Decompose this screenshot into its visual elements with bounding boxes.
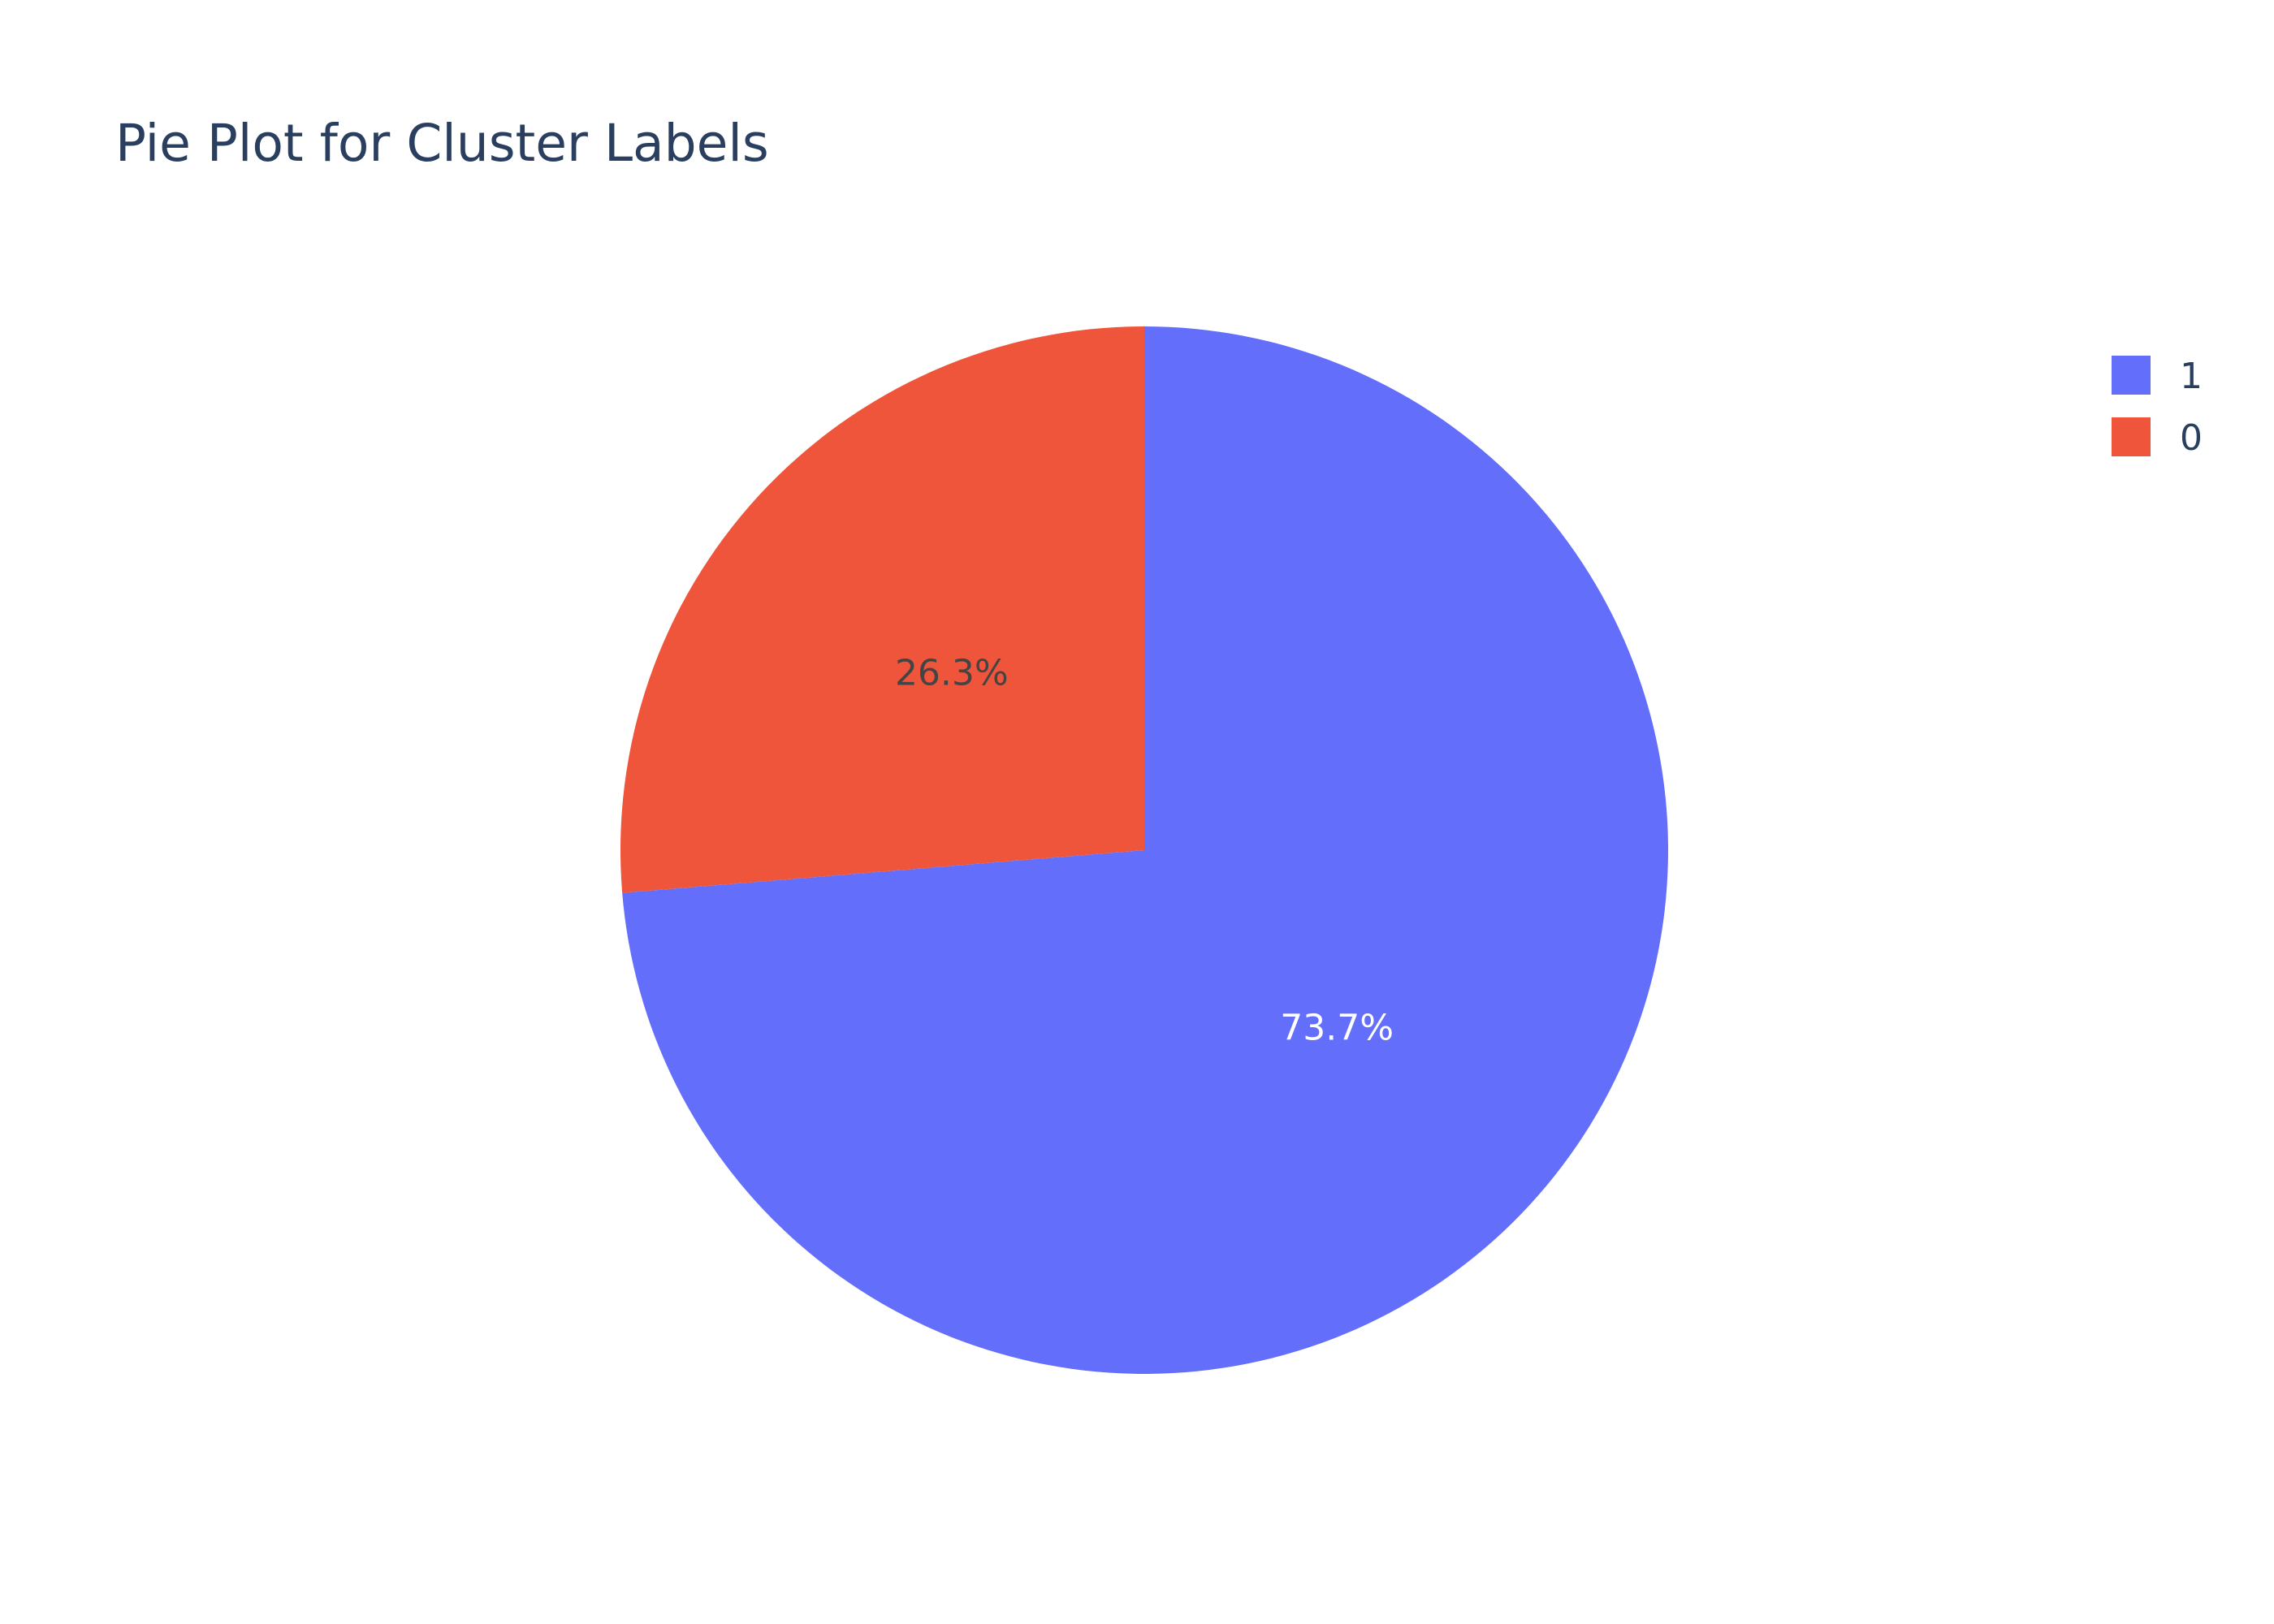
slice-label-0: 26.3%: [895, 652, 1009, 693]
slice-label-1: 73.7%: [1280, 1008, 1394, 1049]
pie-slice-1: [622, 326, 1669, 1375]
legend-label-1[interactable]: 1: [2180, 356, 2203, 397]
pie-slice-0: [620, 326, 1144, 893]
legend-swatch-1[interactable]: [2112, 356, 2151, 395]
pie-slices: [620, 326, 1669, 1375]
legend-swatch-0[interactable]: [2112, 417, 2151, 456]
chart-title: Pie Plot for Cluster Labels: [115, 114, 769, 173]
pie-slice-labels: 73.7% 26.3%: [895, 652, 1394, 1048]
legend-label-0[interactable]: 0: [2180, 417, 2203, 459]
legend: 10: [2112, 356, 2203, 459]
